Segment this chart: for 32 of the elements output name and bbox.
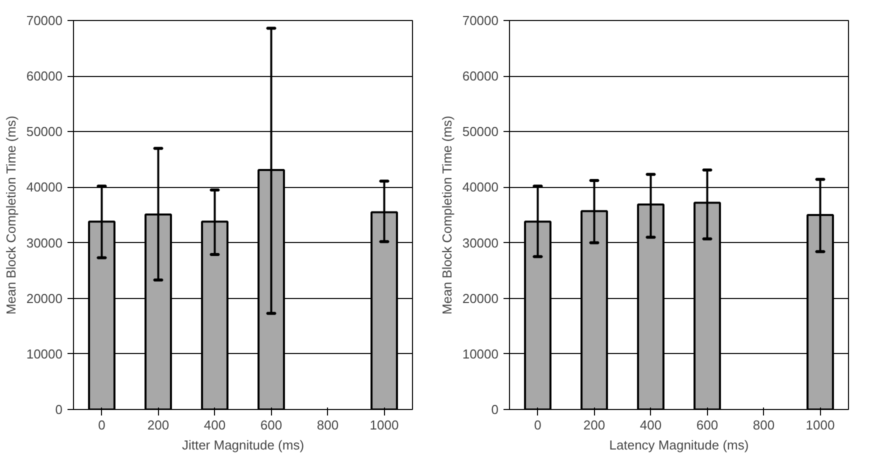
x-tick-label: 0	[98, 418, 106, 432]
x-tick-label: 400	[640, 418, 662, 432]
y-tick-label: 10000	[462, 346, 499, 362]
y-tick-label: 70000	[462, 13, 499, 28]
y-axis-title: Mean Block Completion Time (ms)	[3, 116, 18, 314]
y-tick-label: 60000	[462, 68, 499, 84]
x-tick-label: 0	[534, 418, 542, 432]
y-axis-title: Mean Block Completion Time (ms)	[439, 116, 454, 314]
y-tick-label: 50000	[462, 124, 499, 140]
x-tick-label: 200	[583, 418, 606, 432]
y-tick-label: 20000	[26, 290, 63, 306]
x-tick-label: 600	[260, 418, 282, 432]
x-tick-label: 1000	[370, 418, 399, 432]
x-axis-title: Latency Magnitude (ms)	[609, 438, 749, 452]
y-tick-label: 0	[491, 402, 499, 417]
x-tick-label: 800	[752, 418, 775, 432]
y-tick-label: 20000	[462, 290, 499, 306]
x-tick-label: 400	[204, 418, 226, 432]
y-tick-label: 0	[55, 402, 63, 417]
y-tick-label: 30000	[462, 235, 499, 250]
x-tick-label: 1000	[806, 418, 835, 432]
x-axis-title: Jitter Magnitude (ms)	[182, 438, 304, 452]
y-tick-label: 50000	[26, 124, 63, 140]
x-tick-label: 600	[696, 418, 718, 432]
y-tick-label: 70000	[26, 13, 63, 28]
y-tick-label: 60000	[26, 68, 63, 84]
x-tick-label: 800	[316, 418, 339, 432]
y-tick-label: 40000	[26, 180, 63, 195]
x-tick-label: 200	[147, 418, 170, 432]
y-tick-label: 10000	[26, 346, 63, 362]
y-tick-label: 40000	[462, 180, 499, 195]
y-tick-label: 30000	[26, 235, 63, 250]
